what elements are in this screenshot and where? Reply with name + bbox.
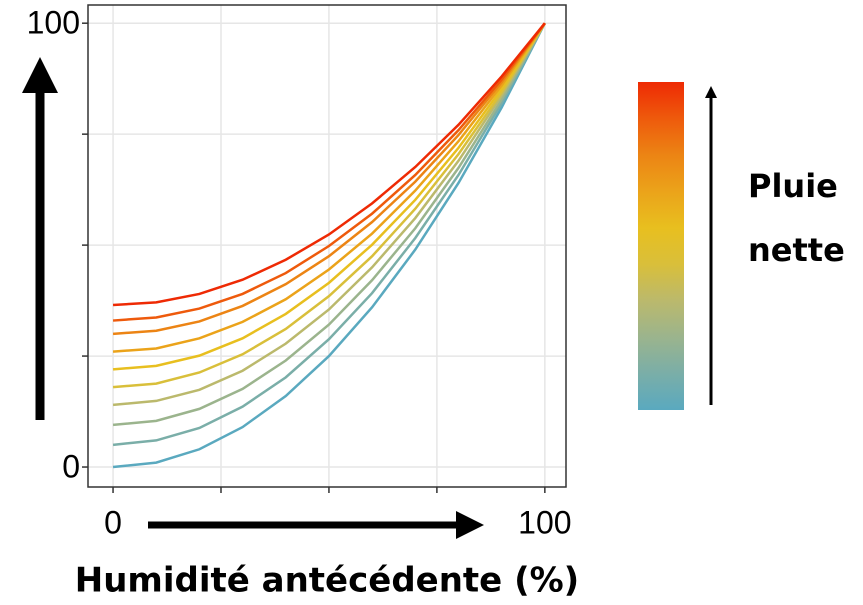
series-line [112,22,546,371]
colorbar-label: Pluie [748,167,838,205]
x-axis-label: Humidité antécédente (%) [75,561,579,601]
series-line [112,22,546,353]
x-tick-label: 0 [104,504,122,540]
series-line [112,22,546,336]
series-line [112,22,546,322]
colorbar-label: nette [748,231,845,269]
series-line [112,22,546,307]
y-tick-label: 100 [27,5,80,41]
x-tick-label: 100 [518,504,571,540]
colorbar [638,82,684,410]
plot-area: 0 100 0 100 [27,4,572,540]
panel-border [87,4,567,488]
series-line [112,22,546,447]
y-tick-label: 0 [62,448,80,484]
series-line [112,22,546,469]
series-line [112,22,546,389]
series-line [112,22,546,427]
series-line [112,22,546,407]
